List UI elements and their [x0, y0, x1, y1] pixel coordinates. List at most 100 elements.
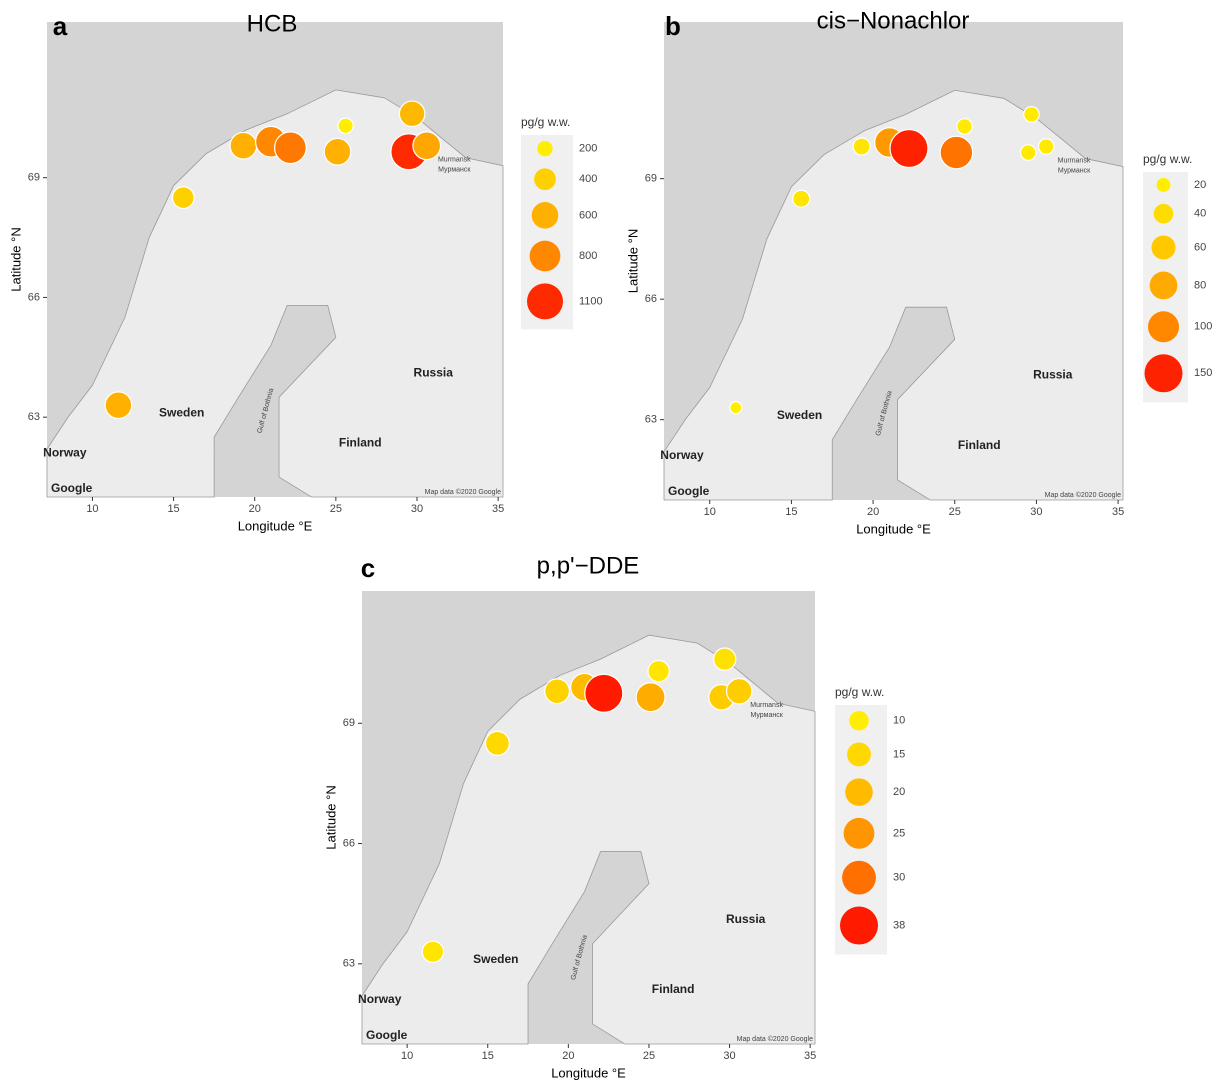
legend-bubble: [1148, 311, 1179, 342]
site-bubble: [636, 683, 665, 712]
x-tick-label: 35: [492, 503, 504, 515]
x-tick-label: 25: [330, 503, 342, 515]
legend-label: 25: [893, 827, 905, 839]
legend-bubble: [845, 778, 873, 806]
chart-title: cis−Nonachlor: [817, 7, 970, 34]
map-label: Sweden: [159, 405, 204, 419]
legend-bubble: [1150, 272, 1178, 300]
site-bubble: [853, 138, 870, 155]
map-credit: Map data ©2020 Google: [425, 488, 501, 496]
x-axis-label: Longitude °E: [551, 1065, 626, 1080]
legend-label: 600: [579, 209, 597, 221]
legend-title: pg/g w.w.: [835, 685, 884, 699]
y-axis-label: Latitude °N: [323, 785, 338, 849]
site-bubble: [957, 119, 973, 135]
legend-bubble: [534, 168, 556, 190]
legend-bubble: [842, 861, 876, 895]
map-label: Sweden: [473, 952, 518, 966]
legend-bubble: [532, 202, 559, 229]
legend-bubble: [537, 141, 552, 156]
legend-label: 150: [1194, 367, 1212, 379]
y-tick-label: 66: [645, 293, 657, 305]
map-label: Russia: [414, 365, 454, 379]
site-bubble: [1021, 145, 1037, 161]
legend-label: 30: [893, 872, 905, 884]
legend-label: 100: [1194, 321, 1212, 333]
y-tick-label: 69: [343, 717, 355, 729]
map-label: Finland: [958, 438, 1001, 452]
y-tick-label: 63: [343, 958, 355, 970]
x-tick-label: 20: [249, 503, 261, 515]
legend-label: 1100: [579, 295, 603, 307]
legend-label: 800: [579, 250, 597, 262]
legend-bubble: [1154, 204, 1174, 224]
site-bubble: [413, 132, 441, 160]
legend-bubble: [527, 283, 563, 319]
panel-label: b: [665, 11, 681, 41]
x-tick-label: 15: [167, 503, 179, 515]
site-bubble: [1038, 139, 1054, 155]
legend-bubble: [530, 241, 561, 272]
chart-title: HCB: [247, 10, 298, 37]
legend-bubble: [844, 818, 875, 849]
panel: c p,p'−DDE Longitude °E Latitude °N 10 15 20 25…: [323, 552, 905, 1080]
legend-bubble: [847, 742, 871, 766]
map-label: Russia: [726, 912, 766, 926]
x-tick-label: 30: [723, 1050, 735, 1062]
site-bubble: [172, 187, 194, 209]
y-tick-label: 66: [343, 837, 355, 849]
site-bubble: [399, 101, 424, 126]
site-bubble: [648, 660, 669, 681]
x-tick-label: 35: [804, 1050, 816, 1062]
x-tick-label: 15: [482, 1050, 494, 1062]
x-tick-label: 25: [643, 1050, 655, 1062]
x-tick-label: 10: [401, 1050, 413, 1062]
legend-label: 15: [893, 748, 905, 760]
legend-label: 20: [893, 786, 905, 798]
legend-title: pg/g w.w.: [521, 115, 570, 129]
map-credit: Map data ©2020 Google: [737, 1035, 813, 1043]
map-label: Russia: [1033, 368, 1073, 382]
map-label: Norway: [660, 448, 704, 462]
map-label: Norway: [43, 445, 87, 459]
site-bubble: [422, 941, 443, 962]
legend-bubble: [1157, 178, 1171, 192]
panel-label: a: [53, 11, 68, 41]
x-tick-label: 15: [785, 506, 797, 518]
y-axis-label: Latitude °N: [625, 229, 640, 293]
x-tick-label: 25: [949, 506, 961, 518]
map-label: Murmansk: [750, 702, 783, 709]
legend-label: 40: [1194, 208, 1206, 220]
site-bubble: [338, 118, 353, 133]
map-credit: Map data ©2020 Google: [1045, 491, 1121, 499]
site-bubble: [727, 679, 752, 704]
legend-label: 80: [1194, 279, 1206, 291]
site-bubble: [275, 132, 307, 164]
google-logo: Google: [51, 481, 93, 495]
legend-label: 20: [1194, 179, 1206, 191]
figure: a HCB Longitude °E Latitude °N 10 15 20 25 30 35 6…: [0, 0, 1225, 1080]
legend-bubble: [840, 907, 878, 945]
site-bubble: [585, 674, 623, 712]
map-label: Мурманск: [750, 712, 783, 719]
map-label: Finland: [652, 982, 695, 996]
site-bubble: [730, 402, 742, 414]
legend-label: 38: [893, 919, 905, 931]
x-axis-label: Longitude °E: [856, 521, 931, 536]
map-label: Finland: [339, 435, 382, 449]
panel-label: c: [361, 553, 375, 583]
x-axis-label: Longitude °E: [238, 518, 313, 533]
x-tick-label: 20: [562, 1050, 574, 1062]
site-bubble: [105, 392, 132, 419]
x-tick-label: 35: [1112, 506, 1124, 518]
map-label: Мурманск: [1058, 167, 1091, 174]
chart-title: p,p'−DDE: [537, 552, 640, 579]
x-tick-label: 20: [867, 506, 879, 518]
legend-label: 60: [1194, 241, 1206, 253]
site-bubble: [485, 731, 509, 755]
site-bubble: [940, 136, 973, 169]
legend-title: pg/g w.w.: [1143, 152, 1192, 166]
site-bubble: [714, 648, 736, 670]
